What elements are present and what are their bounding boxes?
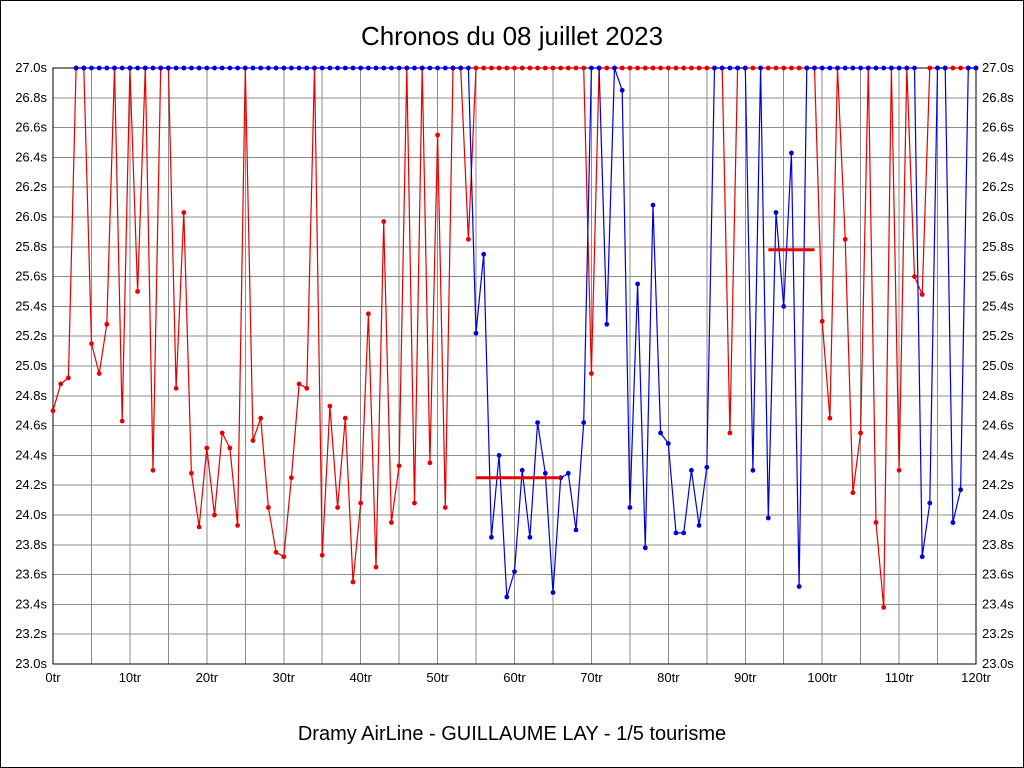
svg-text:20tr: 20tr xyxy=(196,670,219,685)
svg-text:25.6s: 25.6s xyxy=(15,269,47,284)
svg-text:26.4s: 26.4s xyxy=(982,149,1014,164)
svg-text:40tr: 40tr xyxy=(349,670,372,685)
svg-text:24.0s: 24.0s xyxy=(982,507,1014,522)
svg-text:23.2s: 23.2s xyxy=(982,626,1014,641)
svg-text:25.2s: 25.2s xyxy=(982,328,1014,343)
svg-text:120tr: 120tr xyxy=(961,670,991,685)
svg-text:80tr: 80tr xyxy=(657,670,680,685)
svg-text:26.6s: 26.6s xyxy=(982,120,1014,135)
svg-text:24.4s: 24.4s xyxy=(982,447,1014,462)
svg-text:100tr: 100tr xyxy=(807,670,837,685)
svg-text:24.8s: 24.8s xyxy=(982,388,1014,403)
svg-text:25.2s: 25.2s xyxy=(15,328,47,343)
svg-text:23.6s: 23.6s xyxy=(15,567,47,582)
svg-text:27.0s: 27.0s xyxy=(982,60,1014,75)
svg-text:27.0s: 27.0s xyxy=(15,60,47,75)
svg-text:23.4s: 23.4s xyxy=(15,596,47,611)
svg-text:70tr: 70tr xyxy=(580,670,603,685)
svg-text:25.6s: 25.6s xyxy=(982,269,1014,284)
svg-text:26.2s: 26.2s xyxy=(982,179,1014,194)
svg-text:26.6s: 26.6s xyxy=(15,120,47,135)
svg-text:25.0s: 25.0s xyxy=(15,358,47,373)
svg-text:24.6s: 24.6s xyxy=(982,418,1014,433)
svg-text:110tr: 110tr xyxy=(885,670,914,685)
chart-title: Chronos du 08 juillet 2023 xyxy=(360,21,664,51)
svg-text:60tr: 60tr xyxy=(503,670,526,685)
svg-text:24.4s: 24.4s xyxy=(15,447,47,462)
svg-text:25.8s: 25.8s xyxy=(15,239,47,254)
svg-text:26.0s: 26.0s xyxy=(15,209,47,224)
svg-text:24.6s: 24.6s xyxy=(15,418,47,433)
svg-text:23.2s: 23.2s xyxy=(15,626,47,641)
svg-text:23.8s: 23.8s xyxy=(982,537,1014,552)
svg-text:26.2s: 26.2s xyxy=(15,179,47,194)
svg-text:26.0s: 26.0s xyxy=(982,209,1014,224)
svg-text:24.2s: 24.2s xyxy=(982,477,1014,492)
svg-text:30tr: 30tr xyxy=(273,670,296,685)
svg-text:0tr: 0tr xyxy=(45,670,61,685)
svg-text:10tr: 10tr xyxy=(119,670,142,685)
svg-text:26.8s: 26.8s xyxy=(982,90,1014,105)
svg-text:24.0s: 24.0s xyxy=(15,507,47,522)
svg-text:25.4s: 25.4s xyxy=(982,298,1014,313)
svg-text:23.6s: 23.6s xyxy=(982,567,1014,582)
svg-text:25.4s: 25.4s xyxy=(15,298,47,313)
svg-text:24.8s: 24.8s xyxy=(15,388,47,403)
svg-text:50tr: 50tr xyxy=(426,670,449,685)
svg-text:23.0s: 23.0s xyxy=(982,656,1014,671)
svg-text:24.2s: 24.2s xyxy=(15,477,47,492)
chart-footer-caption: Dramy AirLine - GUILLAUME LAY - 1/5 tour… xyxy=(297,723,727,745)
svg-text:25.8s: 25.8s xyxy=(982,239,1014,254)
svg-text:23.8s: 23.8s xyxy=(15,537,47,552)
svg-text:25.0s: 25.0s xyxy=(982,358,1014,373)
svg-text:90tr: 90tr xyxy=(734,670,757,685)
svg-text:23.4s: 23.4s xyxy=(982,596,1014,611)
svg-text:23.0s: 23.0s xyxy=(15,656,47,671)
svg-text:26.4s: 26.4s xyxy=(15,149,47,164)
svg-text:26.8s: 26.8s xyxy=(15,90,47,105)
